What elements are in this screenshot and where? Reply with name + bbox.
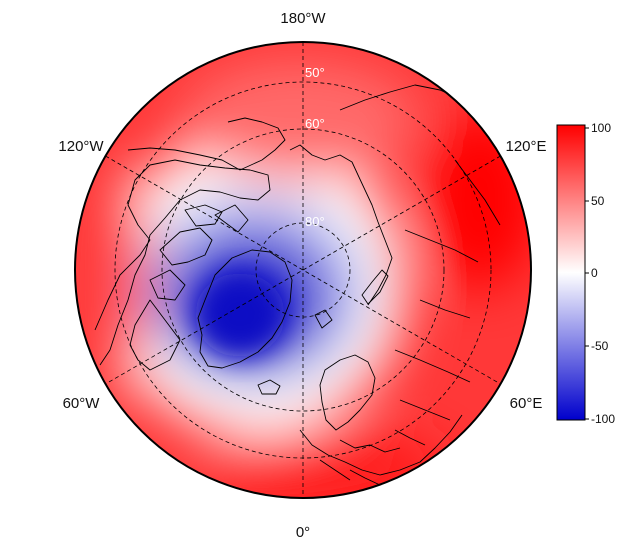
colorbar-gradient <box>556 124 586 421</box>
colorbar-label-minus-50: -50 <box>591 339 609 353</box>
coast-europe <box>299 414 463 476</box>
coast-greenland <box>197 249 293 369</box>
lat-label-60: 60° <box>305 116 325 131</box>
colorbar: 100 50 0 -50 -100 <box>556 121 615 426</box>
coastlines <box>94 84 501 486</box>
longitude-labels: 180°W 120°W 120°E 60°W 60°E 0° <box>58 10 546 541</box>
colorbar-label-100: 100 <box>591 121 611 135</box>
lon-label-120w: 120°W <box>58 138 104 155</box>
lon-label-0: 0° <box>296 524 310 541</box>
meridian-120w-60e <box>105 155 501 385</box>
field-core <box>195 273 285 357</box>
borders-asia <box>394 159 501 421</box>
meridian-120e-60w <box>105 155 501 385</box>
map-border <box>74 41 532 499</box>
coast-north-america <box>94 159 271 366</box>
lat-label-80: 80° <box>305 214 325 229</box>
lon-label-60w: 60°W <box>63 395 101 412</box>
coast-canadian-archipelago <box>149 204 249 301</box>
lat-circle-60 <box>161 128 445 412</box>
coast-hudson-bay <box>129 299 181 371</box>
borders-europe <box>319 429 426 486</box>
lon-label-180w: 180°W <box>280 10 326 27</box>
coast-scandinavia <box>319 354 376 431</box>
coast-iceland <box>257 379 281 395</box>
graticule <box>105 42 501 498</box>
map-disc: 50° 60° 80° <box>75 42 531 498</box>
coast-svalbard <box>314 309 333 329</box>
colorbar-label-minus-100: -100 <box>591 412 615 426</box>
coast-siberia <box>289 144 393 306</box>
lon-label-120e: 120°E <box>505 138 546 155</box>
coast-alaska <box>127 117 286 171</box>
colorbar-label-0: 0 <box>591 266 598 280</box>
lat-label-50: 50° <box>305 65 325 80</box>
colorbar-ticks <box>585 127 589 420</box>
lon-label-60e: 60°E <box>510 395 543 412</box>
colorbar-label-50: 50 <box>591 194 605 208</box>
coast-novaya-zemlya <box>361 269 389 305</box>
